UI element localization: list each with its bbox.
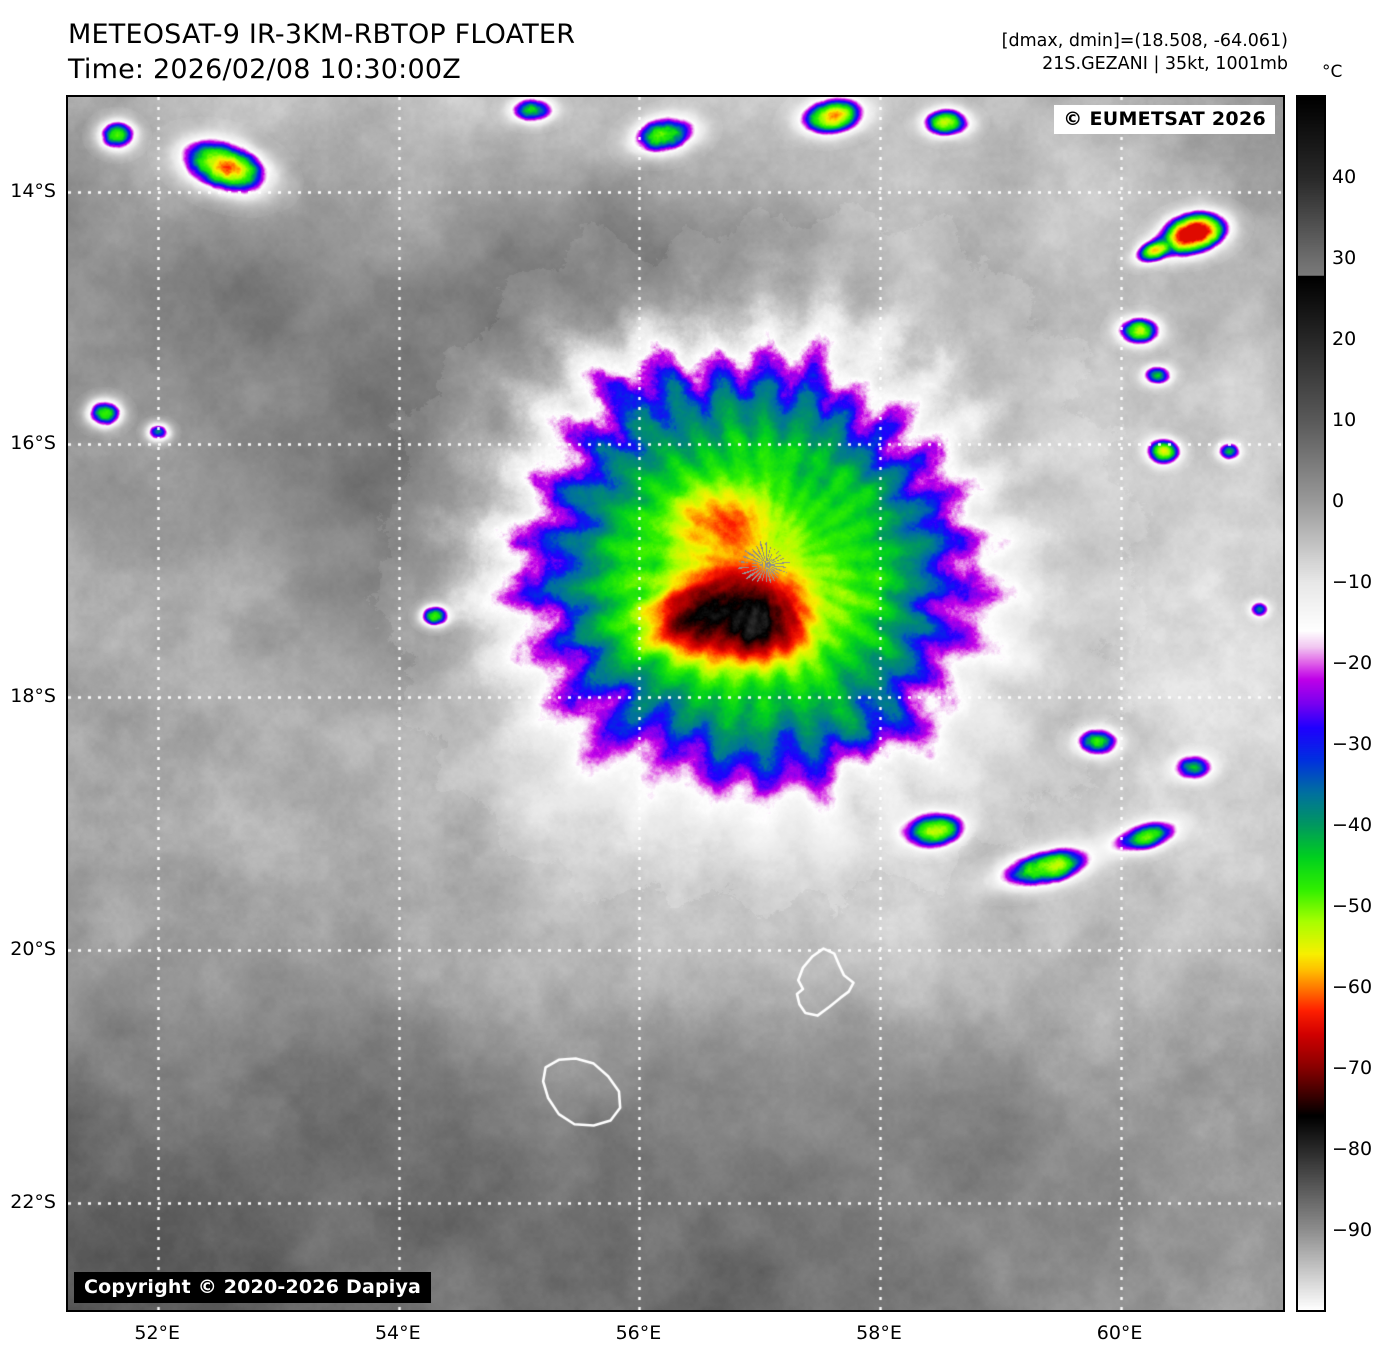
colorbar-tick-label: −50	[1332, 895, 1373, 917]
colorbar-unit-label: °C	[1322, 62, 1343, 82]
longitude-tick-label: 54°E	[374, 1322, 421, 1344]
storm-info-label: 21S.GEZANI | 35kt, 1001mb	[1042, 53, 1288, 74]
latitude-tick-label: 18°S	[10, 685, 56, 708]
longitude-tick-label: 52°E	[134, 1322, 181, 1344]
colorbar-gradient	[1298, 97, 1324, 1310]
longitude-tick-label: 60°E	[1096, 1322, 1143, 1344]
ir-satellite-imagery	[68, 97, 1283, 1310]
colorbar-tick-label: −10	[1332, 571, 1373, 593]
latitude-tick-label: 22°S	[10, 1190, 56, 1213]
longitude-tick-label: 58°E	[856, 1322, 902, 1344]
colorbar-tick-label: −60	[1332, 976, 1373, 998]
colorbar-tick-label: −80	[1332, 1138, 1373, 1160]
header-left: METEOSAT-9 IR-3KM-RBTOP FLOATER Time: 20…	[68, 18, 575, 87]
colorbar-tick-label: 40	[1332, 166, 1357, 188]
colorbar-tick-label: 10	[1332, 409, 1357, 431]
header-right: [dmax, dmin]=(18.508, -64.061) 21S.GEZAN…	[1002, 30, 1288, 76]
longitude-tick-label: 56°E	[615, 1322, 662, 1344]
colorbar-tick-label: 20	[1332, 328, 1357, 350]
dapiya-copyright-badge: Copyright © 2020-2026 Dapiya	[74, 1272, 432, 1303]
colorbar-tick-label: −30	[1332, 733, 1373, 755]
latitude-tick-label: 14°S	[10, 179, 56, 202]
temperature-colorbar[interactable]	[1296, 95, 1326, 1312]
eumetsat-copyright-badge: © EUMETSAT 2026	[1054, 105, 1275, 134]
latitude-tick-label: 16°S	[10, 432, 56, 455]
colorbar-tick-label: −40	[1332, 814, 1373, 836]
colorbar-tick-label: 0	[1332, 490, 1345, 512]
colorbar-tick-label: −70	[1332, 1057, 1373, 1079]
latitude-tick-label: 20°S	[10, 937, 56, 960]
satellite-plot-area[interactable]: © EUMETSAT 2026 Copyright © 2020-2026 Da…	[66, 95, 1285, 1312]
observation-time: Time: 2026/02/08 10:30:00Z	[68, 53, 461, 85]
page-title: METEOSAT-9 IR-3KM-RBTOP FLOATER	[68, 19, 576, 50]
colorbar-tick-label: −20	[1332, 652, 1373, 674]
data-range-label: [dmax, dmin]=(18.508, -64.061)	[1001, 31, 1288, 51]
colorbar-tick-label: 30	[1332, 247, 1357, 269]
colorbar-tick-label: −90	[1332, 1219, 1373, 1241]
